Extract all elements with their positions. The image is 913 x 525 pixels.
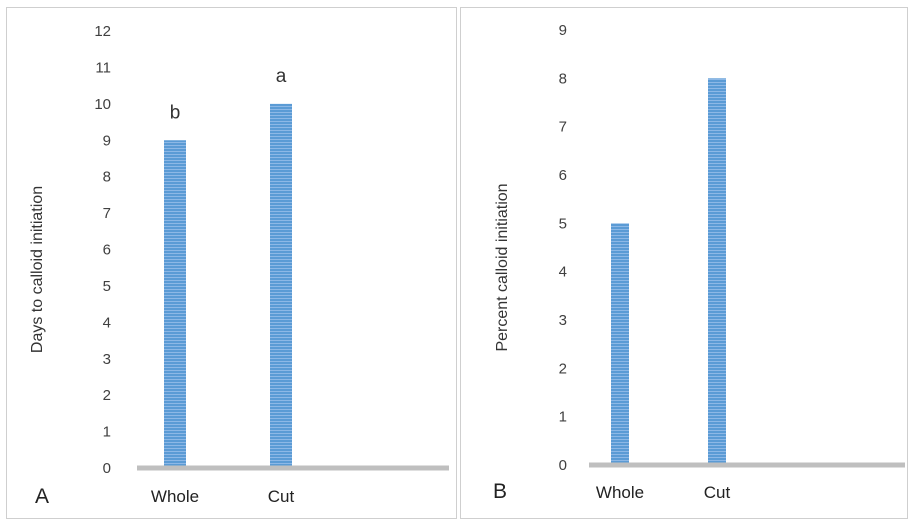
y-tick-label: 2 [559,360,567,377]
category-label: Cut [268,487,295,506]
category-label: Cut [704,483,731,502]
y-tick-label: 5 [103,278,111,295]
y-tick-label: 7 [559,119,567,136]
y-tick-label: 0 [559,457,567,474]
y-tick-label: 9 [559,22,567,39]
y-tick-label: 0 [103,460,111,477]
panel-label: B [493,480,507,503]
category-label: Whole [596,483,644,502]
y-tick-label: 9 [103,132,111,149]
y-tick-label: 10 [94,96,111,113]
y-tick-label: 6 [103,242,111,259]
y-tick-label: 8 [103,169,111,186]
bar-annotation: b [170,102,181,123]
chart-panel-a: 0 1 2 3 4 5 6 7 8 9 10 11 12 b a Whole Cut Days to calloi… [6,7,457,519]
bar [708,78,726,465]
y-axis-title: Percent calloid initiation [494,183,511,351]
y-tick-label: 2 [103,387,111,404]
bar [270,103,292,468]
y-tick-label: 1 [103,424,111,441]
y-tick-label: 3 [559,312,567,329]
panel-label: A [35,485,49,508]
y-tick-label: 4 [559,264,567,281]
y-tick-label: 5 [559,215,567,232]
y-tick-label: 11 [95,59,111,76]
category-label: Whole [151,487,199,506]
bar-annotation: a [276,66,287,87]
chart-b-svg: 0 1 2 3 4 5 6 7 8 9 Whole Cut Percent calloid initia… [493,22,905,503]
bar [164,140,186,468]
y-tick-label: 7 [103,205,111,222]
y-tick-label: 3 [103,351,111,368]
y-axis-title: Days to calloid initiation [29,186,46,353]
y-tick-label: 8 [559,70,567,87]
y-tick-label: 1 [559,409,567,426]
y-tick-label: 12 [94,23,111,40]
y-tick-label: 4 [103,314,111,331]
y-tick-label: 6 [559,167,567,184]
bar [611,223,629,465]
chart-panel-b: 0 1 2 3 4 5 6 7 8 9 Whole Cut Percent calloid initia… [460,7,908,519]
